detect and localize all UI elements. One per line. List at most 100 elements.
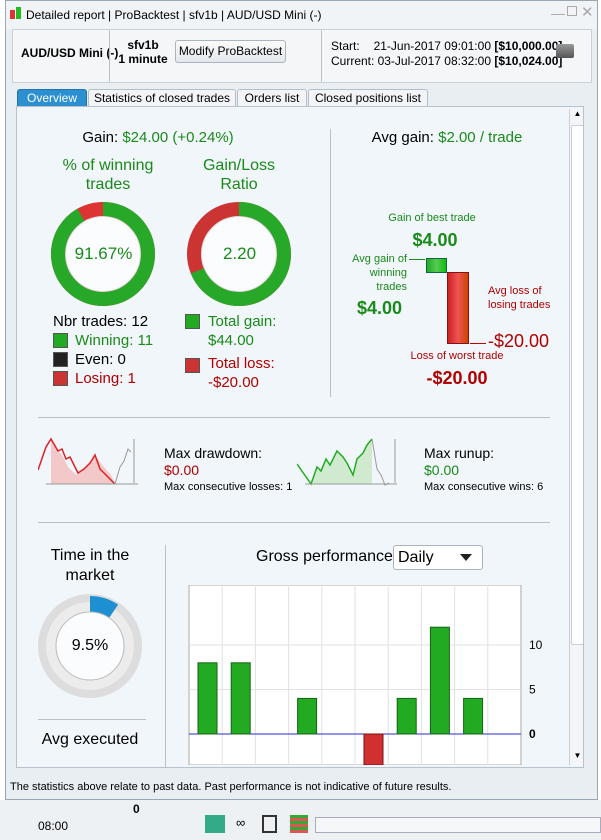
link-icon[interactable]: ∞ <box>236 815 246 830</box>
total-loss-swatch <box>185 358 200 373</box>
time-market-donut <box>38 594 142 698</box>
list-icon[interactable] <box>262 815 277 833</box>
y-tick-label: 10 <box>529 638 543 652</box>
print-icon[interactable] <box>556 44 574 58</box>
orders-icon[interactable] <box>290 815 308 833</box>
total-loss: -$20.00 <box>208 374 259 391</box>
avg-gain-value: $2.00 / trade <box>438 129 523 146</box>
gross-performance-chart: 10 5 0 <box>188 585 543 765</box>
report-header: AUD/USD Mini (-) sfv1b 1 minute Modify P… <box>12 29 592 83</box>
start-date: 21-Jun-2017 09:01:00 <box>373 39 491 53</box>
even-swatch <box>53 352 68 367</box>
period-select-value: Daily <box>398 549 434 566</box>
time-market-title: Time in the market <box>50 547 130 584</box>
runup-info: Max runup: $0.00 Max consecutive wins: 6 <box>424 445 543 496</box>
scroll-thumb[interactable] <box>571 125 583 645</box>
ratio-title: Gain/Loss Ratio <box>202 157 276 193</box>
bar <box>429 626 450 735</box>
drawdown-label: Max drawdown: <box>164 445 263 461</box>
runup-sparkline <box>297 438 397 486</box>
consec-losses: Max consecutive losses: 1 <box>164 481 293 493</box>
nbr-trades: Nbr trades: 12 <box>53 313 149 330</box>
breadcrumb-item: sfv1b <box>189 8 218 22</box>
total-gain-label: Total gain: <box>208 313 277 330</box>
app-icon-candle <box>16 7 21 19</box>
ratio-value: 2.20 <box>222 244 257 263</box>
chevron-down-icon <box>460 554 472 567</box>
totals: Total gain: $44.00 Total loss: -$20.00 <box>185 312 276 392</box>
arrow-avg-win <box>409 259 425 260</box>
bar <box>197 662 218 735</box>
minimize-button[interactable]: — <box>551 5 565 21</box>
ratio-donut <box>187 202 291 306</box>
breadcrumb: Detailed report | ProBacktest | sfv1b | … <box>26 8 322 22</box>
winning-title: % of winning trades <box>62 157 154 193</box>
bar <box>297 697 318 735</box>
winning-count: Winning: 11 <box>75 332 154 349</box>
consec-wins: Max consecutive wins: 6 <box>424 481 544 493</box>
winning-pct: 91.67% <box>74 244 133 263</box>
time-market-value: 9.5% <box>71 637 109 654</box>
gain-summary: Gain: $24.00 (+0.24%) <box>57 129 259 146</box>
scroll-down-button[interactable]: ▼ <box>573 751 582 760</box>
timeframe: 1 minute <box>118 52 168 66</box>
trade-counts: Nbr trades: 12 Winning: 11 Even: 0 Losin… <box>53 312 153 388</box>
horizontal-scrollbar[interactable] <box>315 817 601 833</box>
overview-panel: Gain: $24.00 (+0.24%) % of winning trade… <box>16 106 584 768</box>
modify-probacktest-button[interactable]: Modify ProBacktest <box>175 40 286 63</box>
losing-swatch <box>53 371 68 386</box>
bar <box>396 697 417 735</box>
period-info: Start: 21-Jun-2017 09:01:00 [$10,000.00] … <box>331 39 562 69</box>
donut-segment <box>40 596 140 696</box>
close-button[interactable]: ✕ <box>581 4 594 21</box>
runup-value: $0.00 <box>424 462 460 478</box>
runup-label: Max runup: <box>424 445 495 461</box>
total-gain-swatch <box>185 314 200 329</box>
current-value: [$10,024.00] <box>494 54 563 68</box>
chart-tool-icon[interactable] <box>205 815 225 833</box>
start-value: [$10,000.00] <box>494 39 563 53</box>
winning-swatch <box>53 333 68 348</box>
avg-executed-title: Avg executed <box>41 731 139 748</box>
avg-gain-label: Avg gain: <box>371 129 434 146</box>
avg-loss: -$20.00 <box>488 331 550 351</box>
scroll-up-button[interactable]: ▲ <box>573 109 582 118</box>
vertical-scrollbar[interactable]: ▲ ▼ <box>569 109 583 765</box>
bar <box>363 733 384 765</box>
time-label: 08:00 <box>38 819 69 833</box>
background-chart-area: 0 08:00 ∞ <box>0 800 601 840</box>
bar <box>230 662 251 735</box>
y-tick-label: 0 <box>529 727 536 741</box>
donut-segment <box>51 202 155 306</box>
breadcrumb-item: AUD/USD Mini (-) <box>226 8 322 22</box>
axis-zero: 0 <box>133 802 140 816</box>
current-label: Current: <box>331 54 375 68</box>
title-bar: Detailed report | ProBacktest | sfv1b | … <box>6 1 597 29</box>
drawdown-value: $0.00 <box>164 462 200 478</box>
breadcrumb-item: ProBacktest <box>114 8 180 22</box>
tab-orders-list[interactable]: Orders list <box>237 89 307 108</box>
best-trade-label: Gain of best trade <box>388 212 476 224</box>
total-loss-label: Total loss: <box>208 355 275 372</box>
disclaimer: The statistics above relate to past data… <box>10 781 452 793</box>
instrument-label: AUD/USD Mini (-) <box>21 46 119 60</box>
losing-count: Losing: 1 <box>75 370 136 387</box>
drawdown-info: Max drawdown: $0.00 Max consecutive loss… <box>164 445 292 496</box>
period-select[interactable]: Daily <box>393 545 483 570</box>
worst-trade-label: Loss of worst trade <box>410 350 504 362</box>
avg-loss-bar <box>447 272 469 344</box>
app-icon <box>10 10 15 19</box>
y-tick-label: 5 <box>529 683 536 697</box>
system-info: sfv1b 1 minute <box>113 38 173 66</box>
system-name: sfv1b <box>127 38 159 52</box>
avg-win-bar <box>426 258 447 273</box>
arrow-avg-loss <box>470 343 486 344</box>
avg-loss-label: Avg loss of losing trades <box>488 285 551 311</box>
maximize-button[interactable] <box>567 6 577 16</box>
gain-value: $24.00 (+0.24%) <box>122 129 234 146</box>
worst-trade: -$20.00 <box>426 368 488 388</box>
donut-segment <box>187 202 291 306</box>
bar <box>463 697 484 735</box>
best-trade: $4.00 <box>412 230 458 250</box>
drawdown-sparkline <box>38 437 138 485</box>
